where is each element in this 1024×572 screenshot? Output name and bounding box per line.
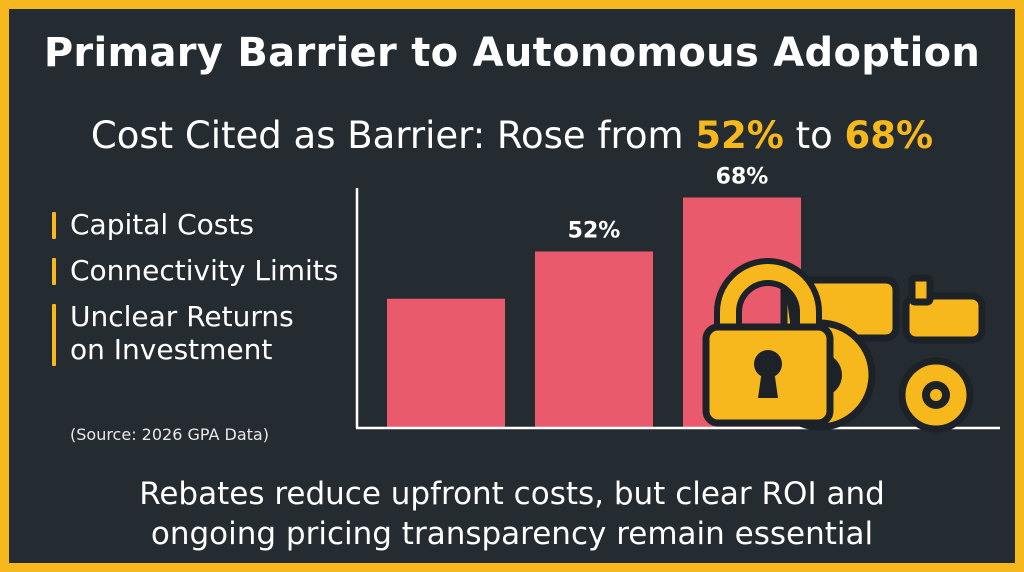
subtitle-value-start: 52% — [695, 114, 784, 157]
subtitle: Cost Cited as Barrier: Rose from 52% to … — [0, 114, 1024, 157]
bar — [387, 298, 505, 427]
source-note: (Source: 2026 GPA Data) — [70, 425, 269, 444]
padlock-icon — [702, 258, 834, 427]
subtitle-prefix: Cost Cited as Barrier: Rose from — [90, 114, 696, 157]
barrier-list: Capital Costs Connectivity Limits Unclea… — [52, 208, 370, 379]
bar — [535, 251, 653, 427]
subtitle-value-end: 68% — [844, 114, 934, 157]
barrier-item: Connectivity Limits — [52, 254, 370, 287]
barrier-label: Capital Costs — [70, 208, 254, 241]
bullet-bar-icon — [52, 258, 56, 285]
page-title: Primary Barrier to Autonomous Adoption — [43, 30, 981, 76]
bar-value-label: 68% — [716, 165, 769, 190]
bar-value-label: 52% — [568, 219, 621, 244]
barrier-label: Unclear Returns on Investment — [70, 300, 294, 366]
barrier-item: Capital Costs — [52, 208, 370, 241]
subtitle-middle: to — [783, 114, 845, 157]
bullet-bar-icon — [52, 304, 56, 366]
barrier-item: Unclear Returns on Investment — [52, 300, 370, 366]
barrier-label: Connectivity Limits — [70, 254, 339, 287]
footer-line: ongoing pricing transparency remain esse… — [150, 516, 874, 552]
footer-line: Rebates reduce upfront costs, but clear … — [139, 476, 885, 512]
bullet-bar-icon — [52, 212, 56, 239]
footer-note: Rebates reduce upfront costs, but clear … — [0, 474, 1024, 554]
